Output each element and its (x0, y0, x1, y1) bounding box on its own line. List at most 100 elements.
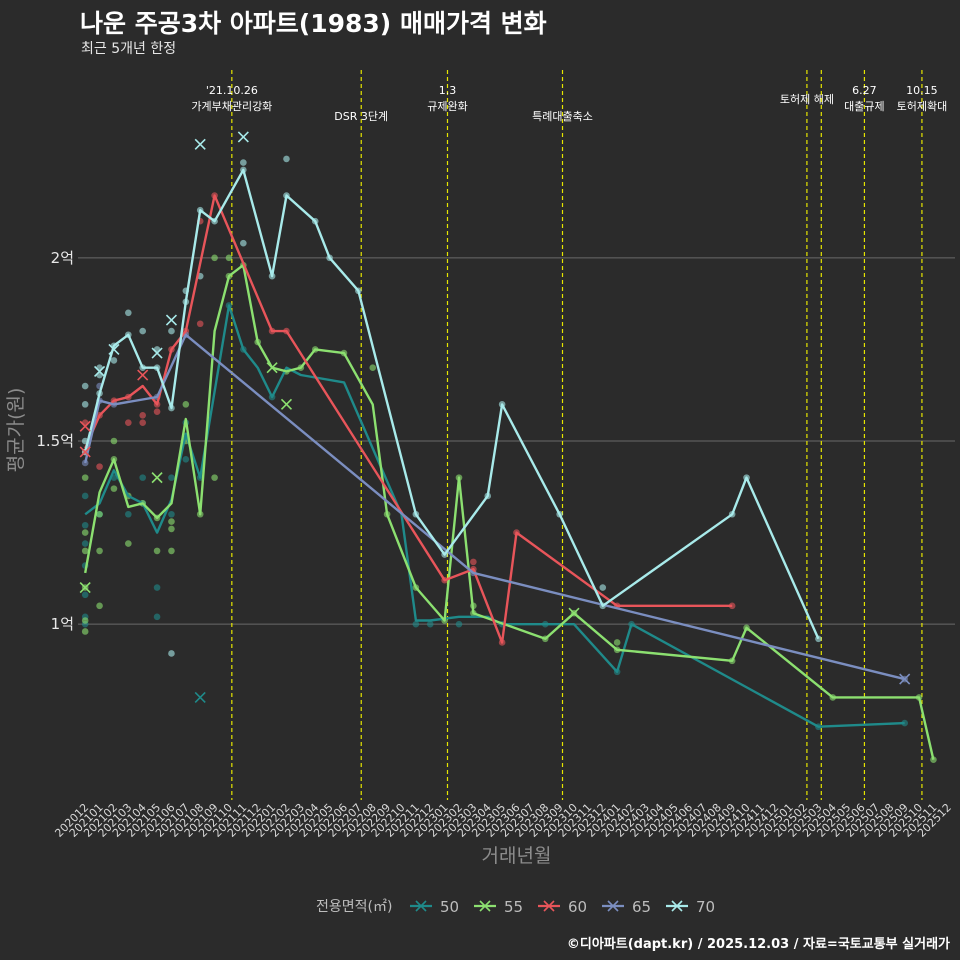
legend-label-65: 65 (632, 898, 651, 916)
scatter-point-70 (81, 401, 89, 408)
scatter-point-55 (81, 547, 89, 555)
policy-annotation: '21.10.26 (206, 84, 258, 97)
x-axis-title: 거래년월 (482, 845, 552, 867)
scatter-point-60 (125, 419, 132, 426)
scatter-point-55 (110, 485, 118, 492)
cross-marker-55 (151, 472, 163, 484)
y-tick-label: 1.5억 (36, 432, 74, 450)
scatter-point-50 (168, 510, 175, 518)
policy-annotation: 특례대출축소 (532, 110, 593, 123)
policy-annotation: 규제완화 (427, 100, 467, 113)
cross-marker-55 (568, 607, 580, 619)
scatter-point-55 (110, 437, 118, 445)
scatter-point-70 (139, 327, 146, 335)
series-line-60 (84, 194, 733, 644)
policy-annotation: 대출규제 (844, 100, 884, 113)
series-line-50 (84, 304, 905, 728)
scatter-point-55 (96, 510, 103, 518)
scatter-point-70 (240, 239, 247, 247)
scatter-point-55 (96, 602, 103, 610)
scatter-point-60 (139, 419, 146, 426)
legend-label-60: 60 (568, 898, 587, 916)
cross-marker-70 (194, 138, 206, 150)
scatter-point-55 (613, 639, 621, 646)
legend-label-55: 55 (504, 898, 523, 916)
scatter-point-55 (153, 547, 161, 555)
cross-marker-60 (79, 446, 91, 458)
legend-label-70: 70 (696, 898, 715, 916)
scatter-point-55 (81, 617, 89, 624)
policy-annotation: 토허제 해제 (780, 92, 834, 106)
cross-marker-70 (165, 314, 178, 326)
chart-subtitle: 최근 5개년 한정 (81, 41, 177, 57)
scatter-point-55 (81, 529, 89, 536)
scatter-point-50 (139, 474, 146, 481)
scatter-point-50 (153, 613, 161, 621)
scatter-point-50 (81, 521, 89, 529)
scatter-point-60 (96, 463, 103, 470)
legend-swatch-cross-60 (543, 900, 555, 912)
scatter-point-50 (426, 620, 434, 628)
policy-annotation: 가계부채관리강화 (191, 100, 272, 113)
legend-swatch-cross-50 (415, 900, 427, 912)
scatter-point-50 (168, 474, 175, 481)
cross-marker-70 (237, 131, 249, 143)
scatter-point-60 (470, 558, 477, 566)
scatter-point-55 (96, 547, 103, 555)
cross-marker-55 (79, 581, 91, 594)
cross-marker-65 (899, 673, 911, 685)
scatter-point-50 (182, 456, 190, 463)
scatter-point-50 (455, 620, 463, 628)
scatter-point-70 (168, 327, 175, 335)
policy-annotation: 10.15 (906, 84, 938, 97)
series-line-55 (84, 263, 935, 760)
scatter-point-50 (81, 540, 89, 547)
cross-marker-70 (108, 343, 120, 355)
scatter-point-60 (153, 408, 161, 415)
scatter-point-55 (182, 401, 190, 408)
scatter-point-55 (168, 518, 175, 525)
scatter-point-70 (283, 155, 290, 163)
scatter-point-60 (139, 412, 146, 419)
scatter-point-70 (110, 357, 118, 364)
policy-annotation: 6.27 (852, 84, 877, 97)
cross-marker-55 (266, 362, 278, 374)
series-line-70 (84, 168, 820, 640)
scatter-point-50 (153, 584, 161, 591)
scatter-point-70 (599, 584, 607, 591)
policy-annotation: 토허제확대 (897, 100, 948, 113)
scatter-point-50 (125, 510, 132, 518)
legend-label-50: 50 (440, 898, 459, 916)
legend-swatch-cross-70 (671, 900, 683, 912)
policy-annotation: 1.3 (439, 84, 457, 97)
scatter-point-55 (81, 474, 89, 481)
scatter-point-55 (211, 254, 218, 262)
cross-marker-60 (79, 420, 91, 432)
cross-marker-50 (194, 691, 206, 703)
scatter-point-55 (125, 540, 132, 547)
cross-marker-70 (93, 365, 106, 377)
scatter-point-70 (240, 159, 247, 166)
scatter-point-55 (225, 254, 233, 262)
scatter-point-50 (81, 492, 89, 500)
legend-swatch-cross-55 (479, 900, 491, 912)
source-caption: ©디아파트(dapt.kr) / 2025.12.03 / 자료=국토교통부 실… (566, 937, 950, 952)
scatter-point-70 (81, 382, 89, 390)
scatter-point-55 (168, 547, 175, 555)
y-axis-title: 평균가(원) (5, 388, 27, 473)
scatter-point-55 (211, 474, 218, 481)
scatter-point-55 (168, 525, 175, 533)
y-tick-label: 2억 (51, 249, 74, 267)
legend-title: 전용면적(㎡) (316, 899, 392, 915)
series-line-65 (84, 333, 905, 681)
scatter-point-50 (412, 620, 420, 628)
scatter-point-55 (930, 756, 937, 764)
cross-marker-55 (280, 398, 293, 410)
scatter-point-70 (168, 650, 175, 657)
legend-swatch-cross-65 (607, 900, 619, 912)
y-tick-label: 1억 (51, 615, 74, 633)
scatter-point-55 (369, 364, 377, 372)
cross-marker-60 (137, 369, 149, 381)
